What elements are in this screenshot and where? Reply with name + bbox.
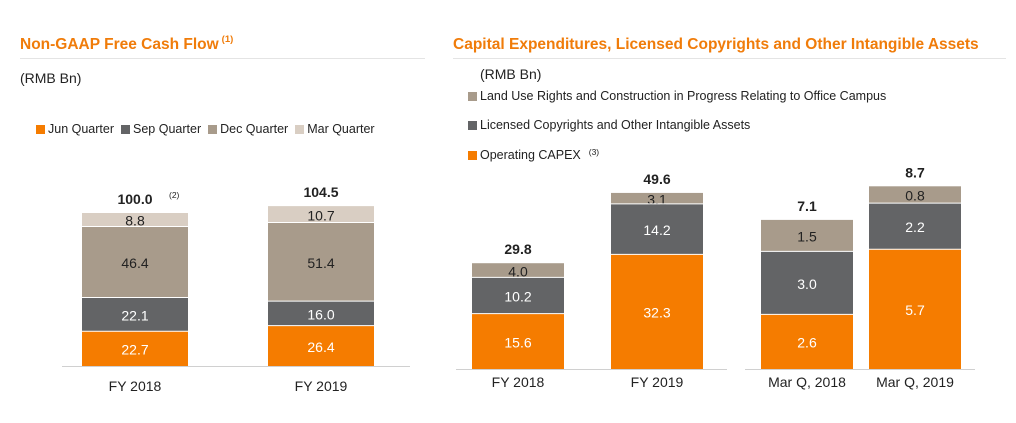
fcf-title-footnote: (1) [221,34,234,45]
fcf-bar-0-seg-0 [82,331,188,366]
legend-label-licensed: Licensed Copyrights and Other Intangible… [480,118,751,132]
capex-fy-bar-1-seg-1 [611,203,703,255]
fcf-bar-1-seg-1 [268,301,374,326]
legend-operating-wrap: Operating CAPEX (3) [468,147,600,162]
legend-item-mar-quarter: Mar Quarter [295,122,375,136]
legend-label-land: Land Use Rights and Construction in Prog… [480,89,887,103]
legend-swatch-mar [295,124,305,134]
fcf-label-0-2: 46.4 [121,255,148,271]
fcf-bar-0-seg-2 [82,226,188,298]
legend-swatch-dec [208,124,218,134]
capex-q-bar-0-seg-0 [761,314,853,369]
fcf-title-rule [20,58,425,59]
capex-q-label-1-0: 5.7 [905,302,925,318]
capex-fy-label-0-2: 4.0 [508,263,528,279]
capex-q-total-0: 7.1 [797,198,817,214]
capex-q-bar-1-seg-0 [869,249,961,369]
capex-unit-label: (RMB Bn) [480,66,542,82]
fcf-category-1: FY 2019 [295,378,348,394]
capex-fy-bar-1-seg-2 [611,192,703,204]
capex-q-label-1-1: 2.2 [905,219,925,235]
fcf-label-0-3: 8.8 [125,213,145,229]
legend-swatch-land [468,91,477,101]
legend-item-licensed: Licensed Copyrights and Other Intangible… [468,118,750,132]
fcf-label-0-1: 22.1 [121,307,148,323]
legend-operating-footnote: (3) [588,147,600,157]
capex-fy-bar-0-seg-0 [472,313,564,369]
capex-q-label-0-0: 2.6 [797,335,817,351]
capex-q-bar-0-seg-1 [761,251,853,315]
fcf-title-text: Non-GAAP Free Cash Flow [20,36,219,53]
capex-fy-total-0: 29.8 [504,241,531,257]
fcf-label-1-3: 10.7 [307,207,334,223]
capex-q-bar-1-seg-1 [869,203,961,250]
capex-fy-total-1: 49.6 [643,171,670,187]
capex-q-label-0-1: 3.0 [797,276,817,292]
capex-fy-label-1-0: 32.3 [643,305,670,321]
capex-chart-title: Capital Expenditures, Licensed Copyright… [453,36,979,53]
legend-label-jun: Jun Quarter [48,122,115,136]
legend-label-operating: Operating CAPEX [480,148,581,162]
capex-q-bar-1-seg-2 [869,186,961,204]
capex-fy-label-0-0: 15.6 [504,334,531,350]
fcf-bar-0-seg-3 [82,213,188,227]
fcf-label-1-2: 51.4 [307,255,334,271]
capex-title-rule [453,58,1006,59]
fcf-bar-1-seg-2 [268,222,374,302]
capex-q-label-0-2: 1.5 [797,229,817,245]
fcf-total-1: 104.5 [303,184,338,200]
fcf-legend: Jun Quarter Sep Quarter Dec Quarter Mar … [36,122,382,136]
capex-q-label-1-2: 0.8 [905,188,925,204]
legend-swatch-licensed [468,120,477,130]
capex-fy-label-1-2: 3.1 [647,191,667,207]
capex-q-category-1: Mar Q, 2019 [876,374,954,390]
legend-label-sep: Sep Quarter [133,122,202,136]
fcf-label-1-0: 26.4 [307,339,334,355]
fcf-unit-label: (RMB Bn) [20,70,82,86]
legend-swatch-jun [36,124,45,134]
legend-item-land-use: Land Use Rights and Construction in Prog… [468,89,886,103]
capex-fy-category-1: FY 2019 [631,374,684,390]
legend-label-mar: Mar Quarter [307,122,375,136]
fcf-total-0: 100.0 [117,191,152,207]
legend-item-jun-quarter: Jun Quarter [36,122,114,136]
fcf-category-0: FY 2018 [109,378,162,394]
fcf-chart-title: Non-GAAP Free Cash Flow (1) [20,34,234,54]
fcf-label-0-0: 22.7 [121,342,148,358]
legend-label-dec: Dec Quarter [220,122,289,136]
legend-item-sep-quarter: Sep Quarter [121,122,201,136]
capex-q-total-1: 8.7 [905,164,925,180]
capex-q-bar-0-seg-2 [761,219,853,252]
capex-q-category-0: Mar Q, 2018 [768,374,846,390]
legend-item-dec-quarter: Dec Quarter [208,122,288,136]
legend-item-operating: Operating CAPEX (3) [468,147,606,162]
capex-fy-label-1-1: 14.2 [643,222,670,238]
fcf-total-note-0: (2) [169,190,180,200]
capex-fy-bar-1-seg-0 [611,254,703,369]
capex-fy-label-0-1: 10.2 [504,289,531,305]
capex-fy-bar-0-seg-2 [472,263,564,278]
capex-fy-category-0: FY 2018 [492,374,545,390]
capex-fy-bar-0-seg-1 [472,277,564,314]
legend-swatch-operating [468,150,477,160]
fcf-bar-1-seg-3 [268,206,374,223]
fcf-bar-1-seg-0 [268,325,374,366]
fcf-bar-0-seg-1 [82,297,188,332]
legend-swatch-sep [121,124,131,134]
fcf-label-1-1: 16.0 [307,306,334,322]
